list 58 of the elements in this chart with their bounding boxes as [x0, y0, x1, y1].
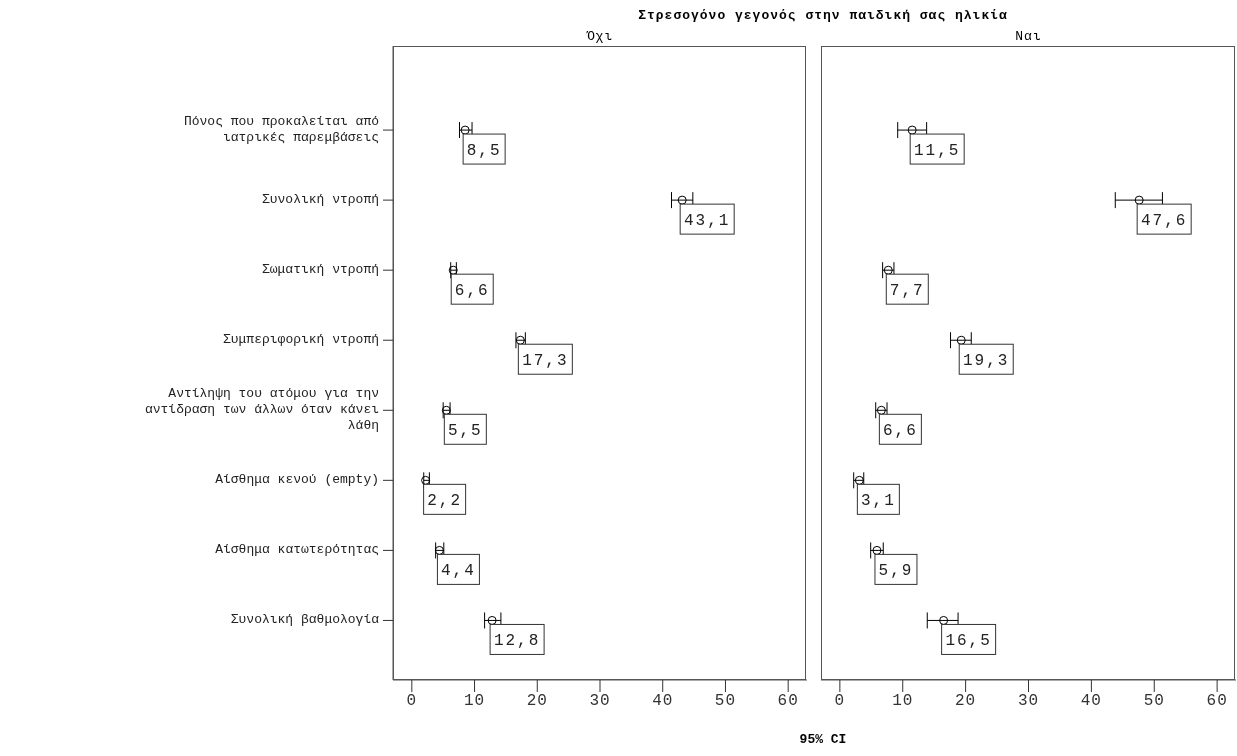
x-tick-label: 60	[1206, 692, 1228, 711]
y-tick-label: Πόνος που προκαλείται από ιατρικές παρεμβάσεις	[183, 114, 379, 146]
point	[907, 125, 917, 135]
data-label: 16,5	[945, 632, 992, 651]
chart-subtitle: Ναι	[1014, 29, 1043, 44]
x-tick-label: 10	[463, 692, 486, 711]
point	[854, 475, 864, 485]
x-tick-label: 40	[652, 692, 674, 711]
y-tick-label: Αίσθημα κενού (empty)	[215, 472, 379, 488]
point	[421, 475, 431, 485]
x-tick-label: 30	[589, 692, 611, 711]
data-label: 19,3	[963, 352, 1010, 371]
data-label: 6,6	[882, 422, 918, 441]
point	[434, 545, 444, 555]
x-tick-label: 50	[1143, 692, 1165, 711]
y-tick-label: Συνολική βαθμολογία	[230, 612, 380, 628]
data-label: 2,2	[427, 492, 463, 511]
chart-title: Στρεσογόνο γεγονός στην παιδική σας ηλικία	[637, 8, 1009, 23]
point	[460, 125, 470, 135]
data-label: 11,5	[913, 142, 961, 161]
point	[876, 405, 886, 415]
data-label: 43,1	[683, 212, 731, 231]
data-label: 12,8	[493, 632, 541, 651]
x-tick-label: 0	[834, 692, 846, 711]
x-tick-label: 20	[955, 692, 977, 711]
y-tick-label: Αντίληψη του ατόμου για την αντίδραση των άλλων όταν κάνει λάθη	[144, 386, 380, 434]
data-label: 3,1	[860, 492, 896, 511]
x-tick-label: 0	[406, 692, 418, 711]
x-tick-label: 30	[1017, 692, 1040, 711]
point	[448, 265, 458, 275]
data-label: 8,5	[466, 142, 502, 161]
data-label: 4,4	[441, 562, 476, 581]
x-tick-label: 10	[892, 692, 914, 711]
point	[883, 265, 893, 275]
y-tick-label: Συμπεριφορική ντροπή	[222, 332, 379, 348]
point	[677, 195, 687, 205]
x-tick-label: 20	[526, 692, 548, 711]
point	[939, 615, 949, 625]
point	[872, 545, 882, 555]
data-label: 7,7	[889, 282, 925, 301]
x-tick-label: 40	[1080, 692, 1102, 711]
point	[956, 335, 966, 345]
x-axis-title: 95% CI	[798, 732, 848, 747]
y-tick-label: Σωματική ντροπή	[261, 262, 379, 278]
data-label: 47,6	[1140, 212, 1188, 231]
y-tick-label: Αίσθημα κατωτερότητας	[215, 542, 379, 558]
data-label: 5,5	[447, 422, 483, 441]
point	[515, 335, 525, 345]
x-tick-label: 50	[714, 692, 737, 711]
point	[1134, 195, 1144, 205]
x-tick-label: 60	[777, 692, 799, 711]
chart-subtitle: Όχι	[585, 29, 615, 44]
data-label: 5,9	[878, 562, 914, 581]
data-label: 6,6	[454, 282, 490, 301]
y-tick-label: Συνολική ντροπή	[261, 192, 379, 208]
data-label: 17,3	[522, 352, 569, 371]
point	[487, 615, 497, 625]
point	[441, 405, 451, 415]
